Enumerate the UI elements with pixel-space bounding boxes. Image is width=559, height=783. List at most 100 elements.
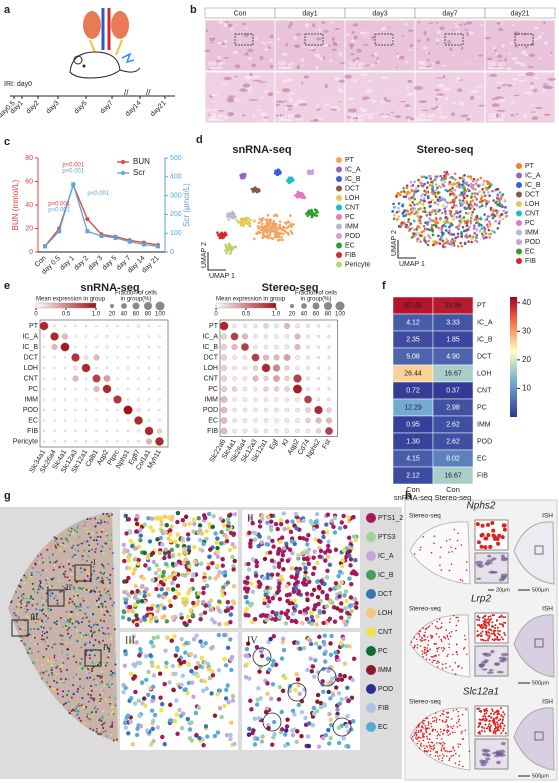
expression-spot xyxy=(427,650,430,652)
legend-swatch xyxy=(336,223,342,230)
umap-cell xyxy=(409,222,413,226)
umap-cell xyxy=(430,224,434,227)
spatial-cell xyxy=(53,621,56,624)
legend-swatch xyxy=(366,608,376,618)
spatial-cell xyxy=(75,605,78,608)
row-label: FIB xyxy=(27,428,38,435)
dot xyxy=(243,324,247,328)
spatial-cell xyxy=(175,731,180,736)
expression-spot xyxy=(451,669,454,671)
dot xyxy=(316,355,321,360)
spatial-cell xyxy=(96,694,99,697)
dot xyxy=(232,365,237,371)
umap-cell xyxy=(456,232,460,236)
expression-spot xyxy=(435,633,438,635)
dot xyxy=(284,375,290,382)
spatial-cell xyxy=(253,573,259,578)
expression-spot xyxy=(484,536,489,541)
histology-texture xyxy=(440,65,447,67)
dot xyxy=(327,324,331,328)
spatial-cell xyxy=(163,547,168,552)
spatial-cell xyxy=(92,565,95,568)
spatial-cell xyxy=(171,687,176,693)
row-label: IC_A xyxy=(22,333,38,340)
spatial-cell xyxy=(312,674,317,679)
spatial-cell xyxy=(207,575,213,581)
spatial-cell xyxy=(220,556,225,562)
spatial-cell xyxy=(77,712,80,715)
spatial-cell xyxy=(81,615,84,618)
spatial-cell xyxy=(123,597,129,602)
legend-label: PT xyxy=(345,157,355,164)
histology-texture xyxy=(352,79,358,83)
spatial-cell xyxy=(351,514,356,520)
spatial-cell xyxy=(150,698,155,704)
dot xyxy=(116,335,119,338)
spatial-cell xyxy=(198,561,204,566)
umap-cell xyxy=(451,237,454,241)
spatial-cell xyxy=(128,538,133,544)
umap-cell xyxy=(218,236,221,240)
dot xyxy=(62,333,68,340)
spatial-cell xyxy=(40,596,43,599)
umap-cell xyxy=(479,176,483,180)
umap-cell xyxy=(286,220,289,224)
dot xyxy=(158,345,161,349)
spatial-cell xyxy=(127,604,133,610)
histology-texture xyxy=(205,29,209,32)
inset-label: I xyxy=(125,513,128,524)
spatial-cell xyxy=(32,661,35,664)
spatial-cell xyxy=(112,611,115,614)
legend-label: IMM xyxy=(345,223,359,230)
umap-cell xyxy=(408,198,412,202)
expression-spot xyxy=(455,616,458,619)
umap-cell xyxy=(438,199,441,203)
spatial-cell xyxy=(264,617,269,623)
expression-spot xyxy=(495,537,500,542)
expression-spot xyxy=(426,649,429,652)
expression-spot xyxy=(445,662,447,665)
umap-cell xyxy=(423,182,426,186)
dot xyxy=(42,345,46,349)
size-legend-label: 100 xyxy=(155,312,166,318)
umap-cell xyxy=(433,193,437,196)
spatial-cell xyxy=(225,645,231,651)
spatial-cell xyxy=(265,520,270,525)
spatial-cell xyxy=(268,696,274,701)
spatial-cell xyxy=(62,703,65,706)
spatial-cell xyxy=(46,566,49,569)
histology-texture xyxy=(496,86,502,90)
legend-swatch xyxy=(516,172,522,179)
spatial-cell xyxy=(42,612,45,615)
dot xyxy=(327,334,331,339)
dot xyxy=(71,353,80,362)
spatial-cell xyxy=(38,571,41,574)
histology-texture xyxy=(401,35,405,37)
spatial-cell xyxy=(208,598,214,603)
spatial-cell xyxy=(67,559,70,562)
umap-cell xyxy=(430,180,433,184)
spatial-cell xyxy=(73,535,76,538)
spatial-cell xyxy=(315,560,320,566)
spatial-cell xyxy=(32,588,35,591)
spatial-cell xyxy=(97,516,100,519)
colorbar xyxy=(35,302,97,309)
column-label: day1 xyxy=(302,10,317,17)
spatial-cell xyxy=(259,653,265,659)
histology-texture xyxy=(269,64,274,69)
spatial-cell xyxy=(95,536,98,539)
dot xyxy=(84,398,88,401)
timepoint-label: day14 xyxy=(124,100,143,119)
spatial-cell xyxy=(43,605,46,608)
dot xyxy=(230,332,239,341)
spatial-cell xyxy=(250,589,256,594)
spatial-cell xyxy=(315,579,320,584)
roi-box xyxy=(74,564,92,582)
dot xyxy=(327,366,331,370)
umap-cell xyxy=(463,173,466,177)
histology-texture xyxy=(544,41,549,46)
umap-axis-label: UMAP 2 xyxy=(201,242,208,268)
spatial-cell xyxy=(339,677,345,682)
spatial-cell xyxy=(61,531,64,534)
spatial-cell xyxy=(317,645,322,650)
